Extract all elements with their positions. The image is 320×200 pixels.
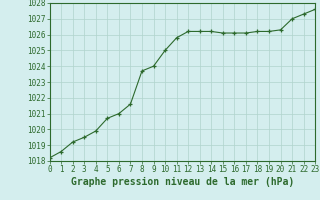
X-axis label: Graphe pression niveau de la mer (hPa): Graphe pression niveau de la mer (hPa): [71, 177, 294, 187]
